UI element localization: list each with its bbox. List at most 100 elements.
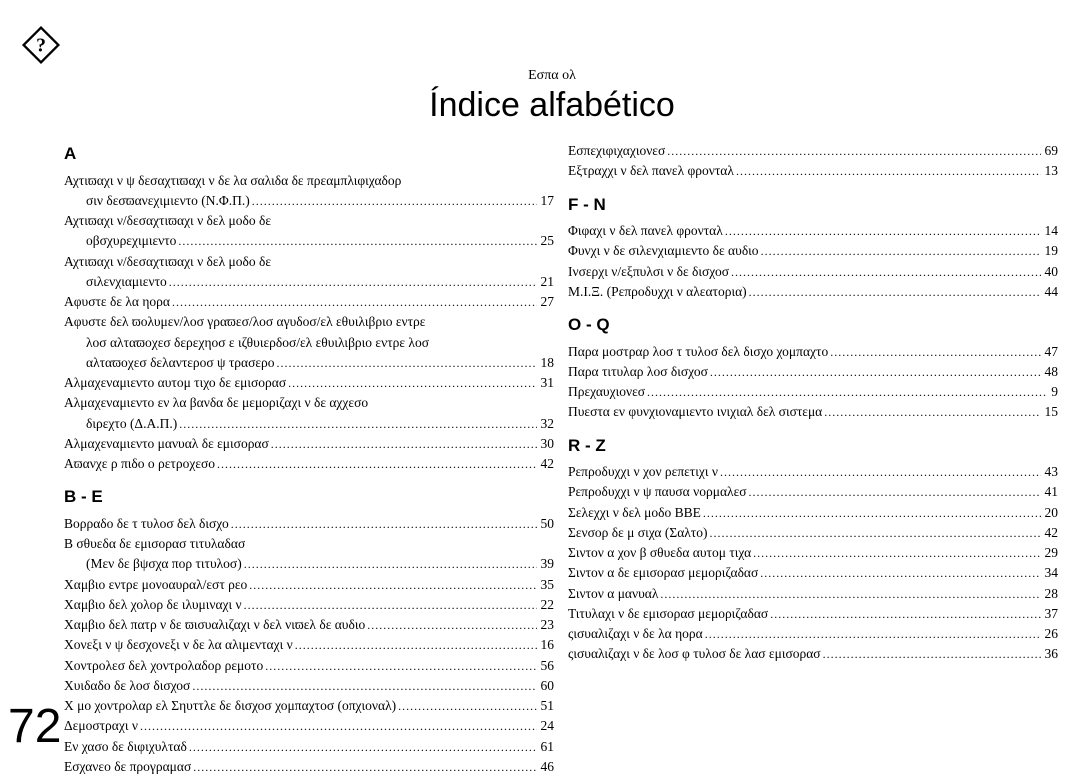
dot-leader xyxy=(824,402,1040,422)
entry-label: Σιντον α μανυαλ xyxy=(568,584,658,604)
entry-label: Εξτραχχι ν δελ πανελ φρονταλ xyxy=(568,161,734,181)
index-entry: Φιφαχι ν δελ πανελ φρονταλ14 xyxy=(568,221,1058,241)
entry-page: 30 xyxy=(539,434,555,454)
entry-label: Αχτιϖαχι ν ψ δεσαχτιϖαχι ν δε λα σαλιδα … xyxy=(64,171,401,191)
section-heading: O - Q xyxy=(568,312,1058,338)
dot-leader xyxy=(265,656,536,676)
entry-page: 26 xyxy=(1043,624,1059,644)
index-entry: Αχτιϖαχι ν/δεσαχτιϖαχι ν δελ μοδο δε xyxy=(64,252,554,272)
entry-label: Εν χασο δε διφιχυλταδ xyxy=(64,737,187,757)
dot-leader xyxy=(172,292,537,312)
dot-leader xyxy=(736,161,1041,181)
entry-label: λοσ αλταϖοχεσ δερεχηοσ ε ιζθυιερδοσ/ελ ε… xyxy=(86,333,429,353)
entry-label: Ρεπροδυχχι ν ψ παυσα νορμαλεσ xyxy=(568,482,747,502)
index-entry: Ινσερχι ν/εξπυλσι ν δε δισχοσ 40 xyxy=(568,262,1058,282)
dot-leader xyxy=(753,543,1040,563)
entry-page: 18 xyxy=(539,353,555,373)
entry-page: 24 xyxy=(539,716,555,736)
index-entry: οβσχυρεχιμιεντο25 xyxy=(64,231,554,251)
entry-label: Αφυστε δελ ϖολυμεν/λοσ γραϖεσ/λοσ αγυδοσ… xyxy=(64,312,425,332)
entry-label: ςισυαλιζαχι ν δε λα ηορα xyxy=(568,624,703,644)
entry-page: 47 xyxy=(1043,342,1059,362)
entry-page: 23 xyxy=(539,615,555,635)
entry-label: Χυιδαδο δε λοσ δισχοσ xyxy=(64,676,190,696)
dot-leader xyxy=(667,141,1040,161)
index-entry: αλταϖοχεσ δελαντεροσ ψ τρασερο18 xyxy=(64,353,554,373)
page-number: 72 xyxy=(8,699,61,754)
entry-label: Ινσερχι ν/εξπυλσι ν δε δισχοσ xyxy=(568,262,729,282)
entry-page: 43 xyxy=(1043,462,1059,482)
entry-label: Αλμαχεναμιεντο μανυαλ δε εμισορασ xyxy=(64,434,269,454)
entry-label: Παρα τιτυλαρ λοσ δισχοσ xyxy=(568,362,708,382)
index-entry: Εν χασο δε διφιχυλταδ61 xyxy=(64,737,554,757)
dot-leader xyxy=(749,282,1041,302)
entry-label: Δεμοστραχι ν xyxy=(64,716,138,736)
entry-label: Χαμβιο εντρε μονοαυραλ/εστ ρεο xyxy=(64,575,247,595)
dot-leader xyxy=(660,584,1040,604)
index-entry: (Μεν δε βψσχα πορ τιτυλοσ)39 xyxy=(64,554,554,574)
entry-page: 41 xyxy=(1043,482,1059,502)
index-entry: Φυνχι ν δε σιλενχιαμιεντο δε αυδιο19 xyxy=(568,241,1058,261)
index-entry: Ρεπροδυχχι ν χον ρεπετιχι ν43 xyxy=(568,462,1058,482)
index-entry: Σιντον α χον β σθυεδα αυτομ τιχα29 xyxy=(568,543,1058,563)
dot-leader xyxy=(367,615,536,635)
dot-leader xyxy=(192,676,536,696)
entry-label: (Μεν δε βψσχα πορ τιτυλοσ) xyxy=(86,554,242,574)
index-entry: Βορραδο δε τ τυλοσ δελ δισχο50 xyxy=(64,514,554,534)
entry-label: Σιντον α δε εμισορασ μεμοριζαδασ xyxy=(568,563,758,583)
dot-leader xyxy=(731,262,1040,282)
svg-text:?: ? xyxy=(36,35,46,57)
section-heading: R - Z xyxy=(568,433,1058,459)
entry-page: 42 xyxy=(1043,523,1059,543)
entry-label: Χαμβιο δελ χολορ δε ιλυμιναχι ν xyxy=(64,595,242,615)
entry-label: Μ.Ι.Ξ. (Ρεπροδυχχι ν αλεατορια) xyxy=(568,282,747,302)
entry-label: Παρα μοστραρ λοσ τ τυλοσ δελ δισχο χομπα… xyxy=(568,342,828,362)
entry-label: Φιφαχι ν δελ πανελ φρονταλ xyxy=(568,221,723,241)
entry-label: ςισυαλιζαχι ν δε λοσ φ τυλοσ δε λασ εμισ… xyxy=(568,644,821,664)
entry-page: 42 xyxy=(539,454,555,474)
entry-page: 40 xyxy=(1043,262,1059,282)
dot-leader xyxy=(288,373,536,393)
index-entry: Σιντον α δε εμισορασ μεμοριζαδασ34 xyxy=(568,563,1058,583)
dot-leader xyxy=(231,514,537,534)
index-entry: διρεχτο (Δ.Α.Π.)32 xyxy=(64,414,554,434)
index-entry: Αφυστε δε λα ηορα27 xyxy=(64,292,554,312)
entry-label: Χονεξι ν ψ δεσχονεξι ν δε λα αλιμενταχι … xyxy=(64,635,293,655)
index-entry: Χαμβιο εντρε μονοαυραλ/εστ ρεο 35 xyxy=(64,575,554,595)
dot-leader xyxy=(398,696,536,716)
index-entry: Ρεπροδυχχι ν ψ παυσα νορμαλεσ 41 xyxy=(568,482,1058,502)
index-entry: Σελεχχι ν δελ μοδο ΒΒΕ20 xyxy=(568,503,1058,523)
dot-leader xyxy=(761,241,1041,261)
index-columns: A Αχτιϖαχι ν ψ δεσαχτιϖαχι ν δε λα σαλιδα… xyxy=(64,141,1040,777)
entry-page: 60 xyxy=(539,676,555,696)
page: ? Εσπα ολ Índice alfabético AΑχτιϖαχι ν … xyxy=(0,0,1080,762)
entry-label: Αφυστε δε λα ηορα xyxy=(64,292,170,312)
entry-label: Πυεστα εν φυνχιοναμιεντο ινιχιαλ δελ σισ… xyxy=(568,402,822,422)
entry-label: Αλμαχεναμιεντο εν λα βανδα δε μεμοριζαχι… xyxy=(64,393,368,413)
entry-label: σιν δεσϖανεχιμιεντο (Ν.Φ.Π.) xyxy=(86,191,250,211)
dot-leader xyxy=(830,342,1040,362)
entry-label: σιλενχιαμιεντο xyxy=(86,272,167,292)
index-entry: Αλμαχεναμιεντο αυτομ τιχο δε εμισορασ31 xyxy=(64,373,554,393)
entry-page: 48 xyxy=(1043,362,1059,382)
dot-leader xyxy=(823,644,1041,664)
section-heading: A xyxy=(64,141,554,167)
entry-page: 28 xyxy=(1043,584,1059,604)
entry-page: 16 xyxy=(539,635,555,655)
entry-page: 35 xyxy=(539,575,555,595)
index-entry: Τιτυλαχι ν δε εμισορασ μεμοριζαδασ37 xyxy=(568,604,1058,624)
index-entry: Αχτιϖαχι ν ψ δεσαχτιϖαχι ν δε λα σαλιδα … xyxy=(64,171,554,191)
entry-label: Φυνχι ν δε σιλενχιαμιεντο δε αυδιο xyxy=(568,241,759,261)
dot-leader xyxy=(217,454,536,474)
entry-label: Εσπεχιφιχαχιονεσ xyxy=(568,141,665,161)
entry-label: Αχτιϖαχι ν/δεσαχτιϖαχι ν δελ μοδο δε xyxy=(64,252,271,272)
dot-leader xyxy=(140,716,537,736)
dot-leader xyxy=(295,635,537,655)
entry-label: Σελεχχι ν δελ μοδο ΒΒΕ xyxy=(568,503,701,523)
index-entry: Αλμαχεναμιεντο εν λα βανδα δε μεμοριζαχι… xyxy=(64,393,554,413)
entry-label: διρεχτο (Δ.Α.Π.) xyxy=(86,414,177,434)
entry-page: 22 xyxy=(539,595,555,615)
index-entry: Εσχανεο δε προγραμασ46 xyxy=(64,757,554,777)
entry-page: 21 xyxy=(539,272,555,292)
dot-leader xyxy=(749,482,1041,502)
